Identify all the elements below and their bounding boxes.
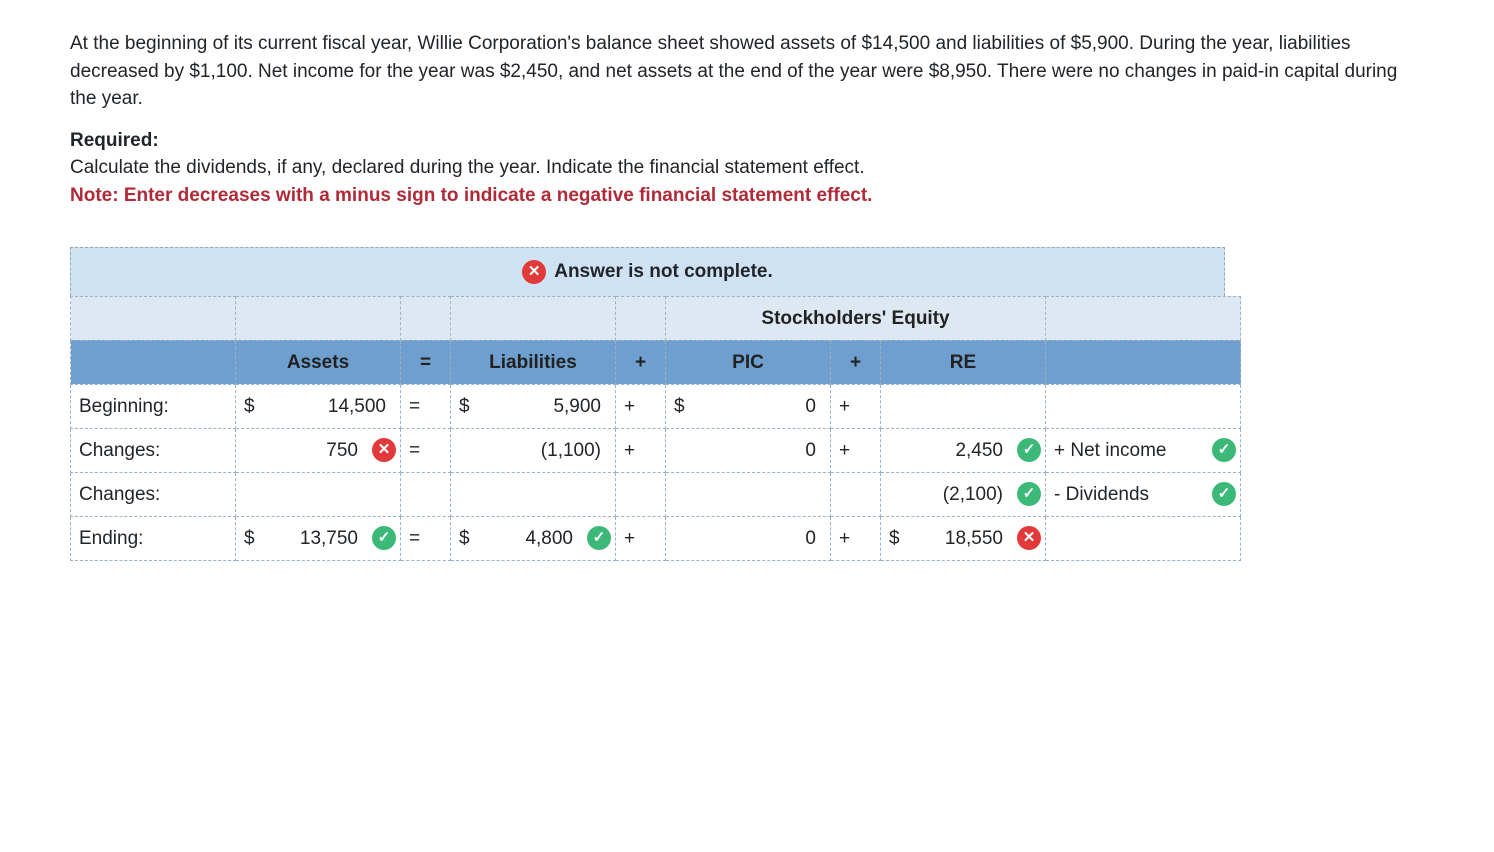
re-cell[interactable]: (2,100) ✓ [881, 472, 1046, 516]
pic-cell[interactable] [666, 472, 831, 516]
liabilities-cell[interactable]: (1,100) [451, 428, 616, 472]
plus-cell: + [616, 516, 666, 560]
table-row: Changes: (2,100) ✓ - Dividends ✓ [71, 472, 1241, 516]
liabilities-header: Liabilities [451, 340, 616, 384]
assets-cell[interactable]: 750 ✕ [236, 428, 401, 472]
liabilities-cell[interactable]: $ 4,800 ✓ [451, 516, 616, 560]
stockholders-equity-header: Stockholders' Equity [666, 296, 1046, 340]
plus-cell: + [616, 384, 666, 428]
liabilities-cell[interactable] [451, 472, 616, 516]
plus-cell [831, 472, 881, 516]
re-cell[interactable]: 2,450 ✓ [881, 428, 1046, 472]
re-header: RE [881, 340, 1046, 384]
header-row-1: Stockholders' Equity [71, 296, 1241, 340]
pic-cell[interactable]: $ 0 [666, 384, 831, 428]
x-icon: ✕ [522, 260, 546, 284]
label-cell [1046, 384, 1241, 428]
problem-text: At the beginning of its current fiscal y… [70, 30, 1424, 209]
pic-cell[interactable]: 0 [666, 428, 831, 472]
equals-cell [401, 472, 451, 516]
answer-banner-text: Answer is not complete. [554, 261, 773, 282]
plus-cell: + [831, 428, 881, 472]
check-icon: ✓ [1017, 482, 1041, 506]
check-icon: ✓ [372, 526, 396, 550]
problem-paragraph: At the beginning of its current fiscal y… [70, 30, 1424, 113]
re-cell[interactable]: $ 18,550 ✕ [881, 516, 1046, 560]
required-text: Calculate the dividends, if any, declare… [70, 154, 1424, 182]
equation-table: Stockholders' Equity Assets = Liabilitie… [70, 296, 1241, 561]
plus-cell: + [831, 516, 881, 560]
equals-header: = [401, 340, 451, 384]
row-label: Changes: [71, 428, 236, 472]
label-cell[interactable]: - Dividends ✓ [1046, 472, 1241, 516]
label-cell[interactable]: + Net income ✓ [1046, 428, 1241, 472]
assets-cell[interactable]: $ 14,500 [236, 384, 401, 428]
table-row: Beginning: $ 14,500 = $ 5,900 + $ 0 + [71, 384, 1241, 428]
pic-cell[interactable]: 0 [666, 516, 831, 560]
answer-banner: ✕ Answer is not complete. [70, 247, 1225, 296]
row-label: Changes: [71, 472, 236, 516]
plus-cell: + [616, 428, 666, 472]
check-icon: ✓ [1212, 438, 1236, 462]
equals-cell: = [401, 428, 451, 472]
check-icon: ✓ [1017, 438, 1041, 462]
header-row-2: Assets = Liabilities + PIC + RE [71, 340, 1241, 384]
check-icon: ✓ [1212, 482, 1236, 506]
row-label: Beginning: [71, 384, 236, 428]
check-icon: ✓ [587, 526, 611, 550]
equals-cell: = [401, 516, 451, 560]
plus-cell: + [831, 384, 881, 428]
assets-cell[interactable]: $ 13,750 ✓ [236, 516, 401, 560]
assets-cell[interactable] [236, 472, 401, 516]
table-row: Changes: 750 ✕ = (1,100) + 0 + 2,450 ✓ +… [71, 428, 1241, 472]
problem-note: Note: Enter decreases with a minus sign … [70, 182, 1424, 210]
pic-header: PIC [666, 340, 831, 384]
required-label: Required: [70, 127, 1424, 155]
plus-cell [616, 472, 666, 516]
liabilities-cell[interactable]: $ 5,900 [451, 384, 616, 428]
x-icon: ✕ [1017, 526, 1041, 550]
label-cell [1046, 516, 1241, 560]
equals-cell: = [401, 384, 451, 428]
plus-header-1: + [616, 340, 666, 384]
row-label: Ending: [71, 516, 236, 560]
x-icon: ✕ [372, 438, 396, 462]
assets-header: Assets [236, 340, 401, 384]
re-cell[interactable] [881, 384, 1046, 428]
table-row: Ending: $ 13,750 ✓ = $ 4,800 ✓ + 0 + $ 1… [71, 516, 1241, 560]
plus-header-2: + [831, 340, 881, 384]
